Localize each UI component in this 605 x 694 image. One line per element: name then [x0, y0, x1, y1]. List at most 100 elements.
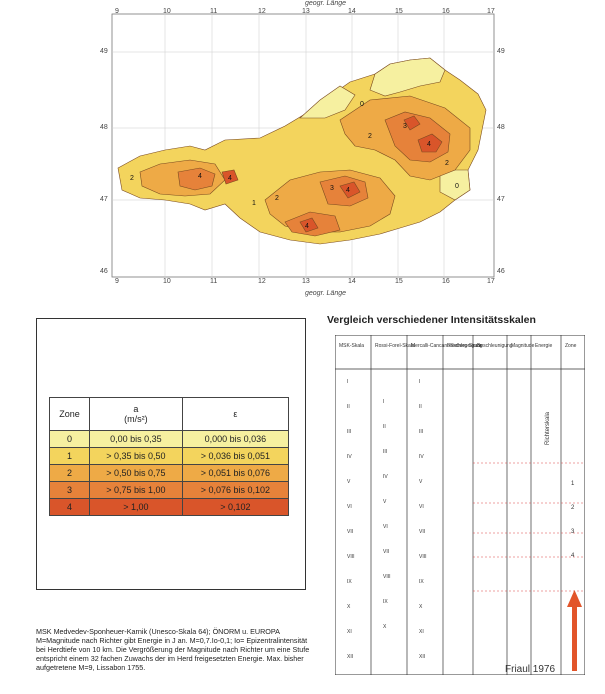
zone-label: 4 — [198, 173, 202, 180]
msk-level: VI — [347, 504, 352, 510]
intensity-scale-table: MSK-Skala Rossi-Forel-SkalaMercalli-Canca… — [335, 335, 585, 675]
msk-level: X — [347, 604, 351, 610]
rossi-forel-level: X — [383, 624, 387, 630]
mcs-level: XI — [419, 629, 424, 635]
zone-label: 2 — [275, 195, 279, 202]
x-tick-bottom: 15 — [395, 278, 403, 285]
rossi-forel-level: IX — [383, 599, 388, 605]
mcs-level: XII — [419, 654, 425, 660]
mcs-level: VII — [419, 529, 425, 535]
acceleration-header: a (m/s²) — [89, 397, 183, 431]
scale-column-header: Beschleunigung — [447, 343, 483, 349]
zone-label: 2 — [368, 133, 372, 140]
event-arrow-shaft — [572, 605, 577, 671]
zone-legend-cell: > 0,036 bis 0,051 — [181, 447, 290, 465]
zone-legend-cell: 2 — [48, 464, 91, 482]
zone-legend-cell: 4 — [48, 498, 91, 516]
event-arrow-head — [567, 590, 582, 607]
x-tick-top: 12 — [258, 8, 266, 15]
x-tick-top: 9 — [115, 8, 119, 15]
zone-legend-cell: > 0,50 bis 0,75 — [89, 464, 183, 482]
x-tick-bottom: 13 — [302, 278, 310, 285]
zone-legend-cell: > 0,102 — [181, 498, 290, 516]
zone-4-area — [339, 181, 361, 199]
seismic-zone-map: geogr. Länge geogr. Länge 9 10 11 12 13 … — [0, 0, 605, 305]
scale-comparison-title: Vergleich verschiedener Intensitätsskale… — [327, 314, 536, 326]
x-tick-top: 16 — [442, 8, 450, 15]
zone-label: 4 — [427, 141, 431, 148]
rossi-forel-level: VII — [383, 549, 389, 555]
rossi-forel-level: II — [383, 424, 386, 430]
zone-legend-cell: > 0,051 bis 0,076 — [181, 464, 290, 482]
zone-legend-row: 0 0,00 bis 0,35 0,000 bis 0,036 — [48, 430, 290, 448]
mcs-level: II — [419, 404, 422, 410]
rossi-forel-level: VIII — [383, 574, 391, 580]
rossi-forel-level: VI — [383, 524, 388, 530]
scale-column-header: Mercalli-Cancani-Sieberg-Skala — [411, 343, 482, 349]
zone-legend-cell: 0,000 bis 0,036 — [181, 430, 290, 448]
zone-legend-cell: 0 — [48, 430, 91, 448]
x-tick-bottom: 11 — [210, 278, 218, 285]
zone-legend-box: Zone a (m/s²) ε 0 0,00 bis 0,35 0,000 bis 0… — [36, 318, 306, 590]
legend-caption: MSK Medvedev-Sponheuer-Karnik (Unesco-Sk… — [36, 627, 310, 672]
y-tick-right: 47 — [497, 196, 505, 203]
msk-level: III — [347, 429, 351, 435]
zone-legend-cell: > 0,076 bis 0,102 — [181, 481, 290, 499]
zone-label: 2 — [445, 160, 449, 167]
bottom-axis-label: geogr. Länge — [305, 290, 346, 297]
zone-number: 4 — [571, 553, 575, 559]
x-tick-bottom: 10 — [163, 278, 171, 285]
zone-legend-cell: 3 — [48, 481, 91, 499]
rossi-forel-level: V — [383, 499, 387, 505]
mcs-level: V — [419, 479, 423, 485]
scale-column-header: Rossi-Forel-Skala — [375, 343, 415, 349]
zone-0-area — [299, 85, 356, 119]
y-tick-left: 46 — [100, 268, 108, 275]
zone-4-area — [221, 169, 239, 185]
y-tick-right: 49 — [497, 48, 505, 55]
zone-3-area — [177, 167, 216, 191]
event-label: Friaul 1976 — [505, 664, 556, 675]
y-tick-right: 46 — [497, 268, 505, 275]
zone-legend-cell: > 0,35 bis 0,50 — [89, 447, 183, 465]
zone-number: 1 — [571, 481, 575, 487]
msk-level: XI — [347, 629, 352, 635]
zone-label: 4 — [346, 187, 350, 194]
rossi-forel-level: I — [383, 399, 384, 405]
x-tick-top: 11 — [210, 8, 218, 15]
y-tick-right: 48 — [497, 124, 505, 131]
zone-header: Zone — [48, 397, 91, 431]
msk-level: I — [347, 379, 348, 385]
zone-label: 3 — [403, 123, 407, 130]
x-tick-top: 15 — [395, 8, 403, 15]
scale-column-header: MSK-Skala — [339, 343, 364, 349]
x-tick-top: 14 — [348, 8, 356, 15]
zone-number-labels: 2 4 4 0 3 4 2 4 3 4 2 0 2 1 — [130, 101, 459, 230]
zone-label: 0 — [360, 101, 364, 108]
msk-level: IV — [347, 454, 352, 460]
zone-legend-row: 3 > 0,75 bis 1,00 > 0,076 bis 0,102 — [48, 481, 290, 499]
zone-4-area — [403, 115, 421, 131]
zone-number: 2 — [571, 505, 575, 511]
x-tick-top: 10 — [163, 8, 171, 15]
x-tick-top: 13 — [302, 8, 310, 15]
x-tick-bottom: 17 — [487, 278, 495, 285]
msk-level: V — [347, 479, 351, 485]
x-tick-top: 17 — [487, 8, 495, 15]
x-tick-bottom: 12 — [258, 278, 266, 285]
zone-4-area — [417, 133, 443, 153]
epsilon-header: ε — [181, 397, 290, 431]
mcs-level: I — [419, 379, 420, 385]
zone-legend-row: 2 > 0,50 bis 0,75 > 0,051 bis 0,076 — [48, 464, 290, 482]
zone-label: 4 — [305, 223, 309, 230]
zone-legend-row: 4 > 1,00 > 0,102 — [48, 498, 290, 516]
zone-legend-cell: > 0,75 bis 1,00 — [89, 481, 183, 499]
zone-label: 0 — [455, 183, 459, 190]
scale-column-header: Zone — [565, 343, 577, 349]
msk-level: XII — [347, 654, 353, 660]
msk-level: VII — [347, 529, 353, 535]
rossi-forel-level: III — [383, 449, 387, 455]
rossi-forel-level: IV — [383, 474, 388, 480]
zone-legend-table: Zone a (m/s²) ε 0 0,00 bis 0,35 0,000 bis 0… — [48, 397, 290, 516]
zone-4-area — [299, 217, 319, 233]
